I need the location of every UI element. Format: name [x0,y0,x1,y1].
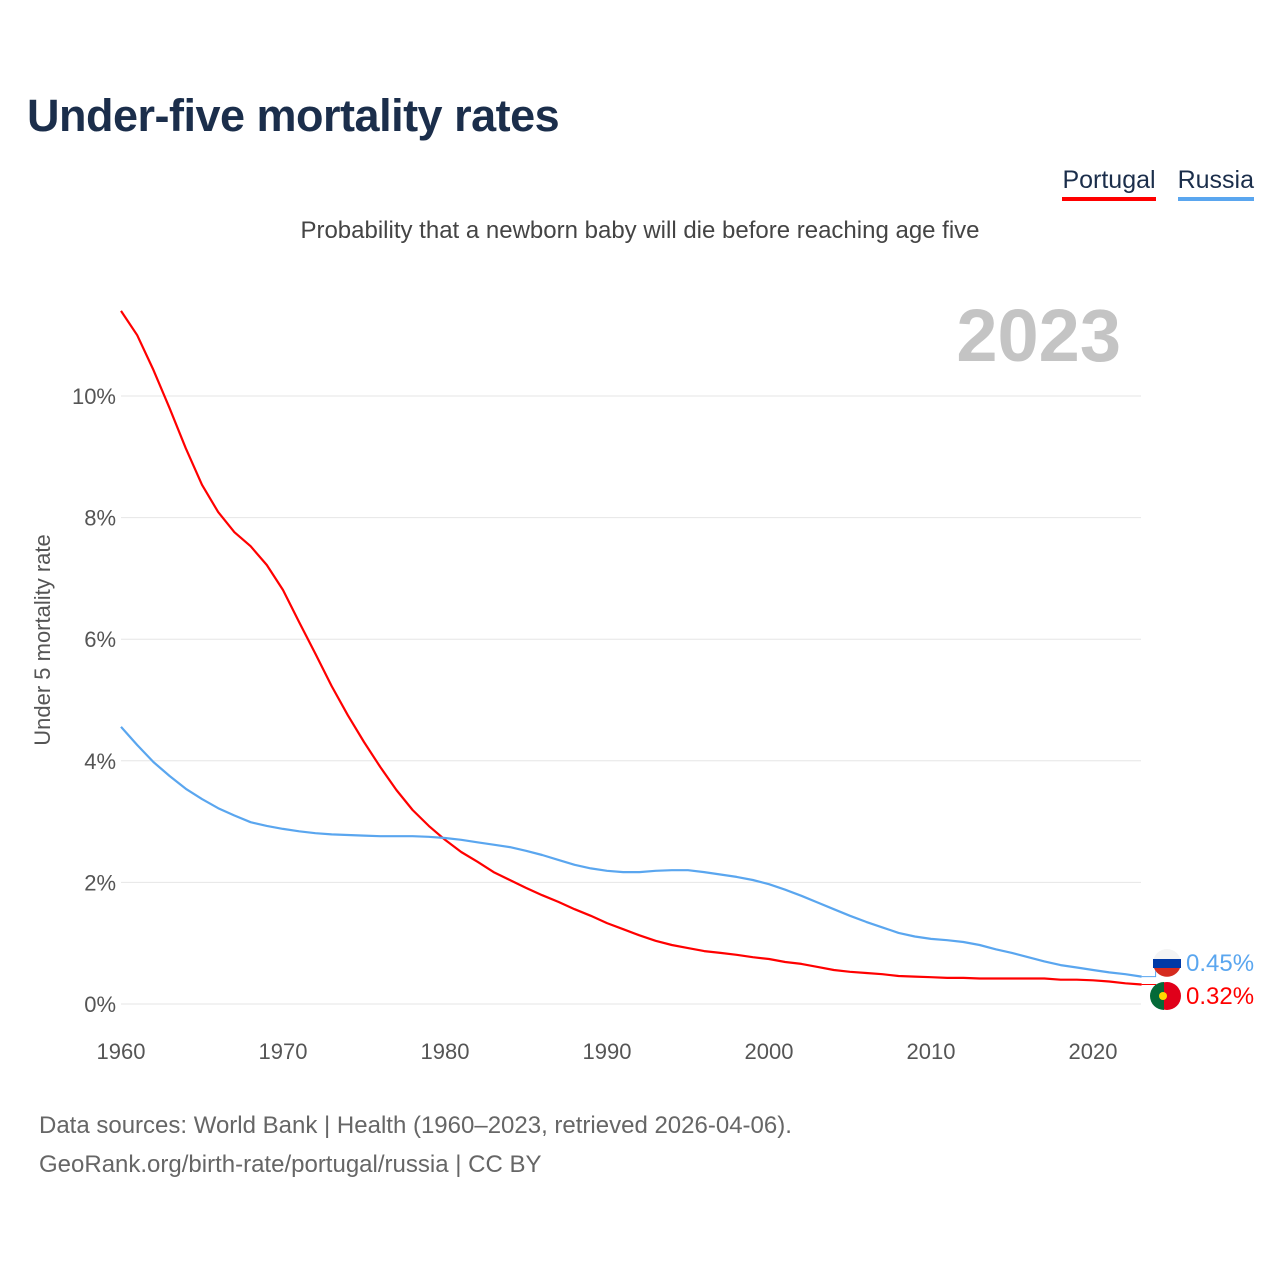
source-line-2[interactable]: GeoRank.org/birth-rate/portugal/russia |… [39,1151,542,1178]
x-tick-label: 2000 [745,1039,794,1064]
y-tick-label: 4% [84,749,116,774]
y-tick-label: 8% [84,506,116,531]
x-tick-label: 1990 [583,1039,632,1064]
legend-item-russia[interactable]: Russia [1177,166,1254,201]
end-value-label-russia: 0.45% [1186,950,1254,977]
x-tick-label: 2020 [1069,1039,1118,1064]
y-tick-label: 6% [84,627,116,652]
portugal-flag-icon [1159,992,1167,1000]
y-axis-label: Under 5 mortality rate [30,534,55,746]
russia-flag-icon [1154,968,1180,977]
y-tick-label: 10% [72,384,116,409]
end-value-label-portugal: 0.32% [1186,983,1254,1010]
series-line-russia [120,726,1142,978]
portugal-flag-icon [1150,982,1164,1010]
x-tick-label: 1960 [97,1039,146,1064]
x-tick-label: 2010 [907,1039,956,1064]
legend: Portugal Russia [1062,166,1254,201]
year-watermark: 2023 [956,294,1121,377]
x-tick-label: 1980 [421,1039,470,1064]
source-note: Data sources: World Bank | Health (1960–… [39,1106,792,1184]
x-tick-label: 1970 [259,1039,308,1064]
russia-flag-icon [1153,959,1181,968]
source-line-1: Data sources: World Bank | Health (1960–… [39,1112,792,1139]
chart-title: Under-five mortality rates [27,90,560,141]
series-line-portugal [120,310,1142,986]
chart-subtitle: Probability that a newborn baby will die… [300,217,980,244]
y-tick-label: 2% [84,870,116,895]
legend-item-portugal[interactable]: Portugal [1062,166,1156,201]
y-tick-label: 0% [84,992,116,1017]
